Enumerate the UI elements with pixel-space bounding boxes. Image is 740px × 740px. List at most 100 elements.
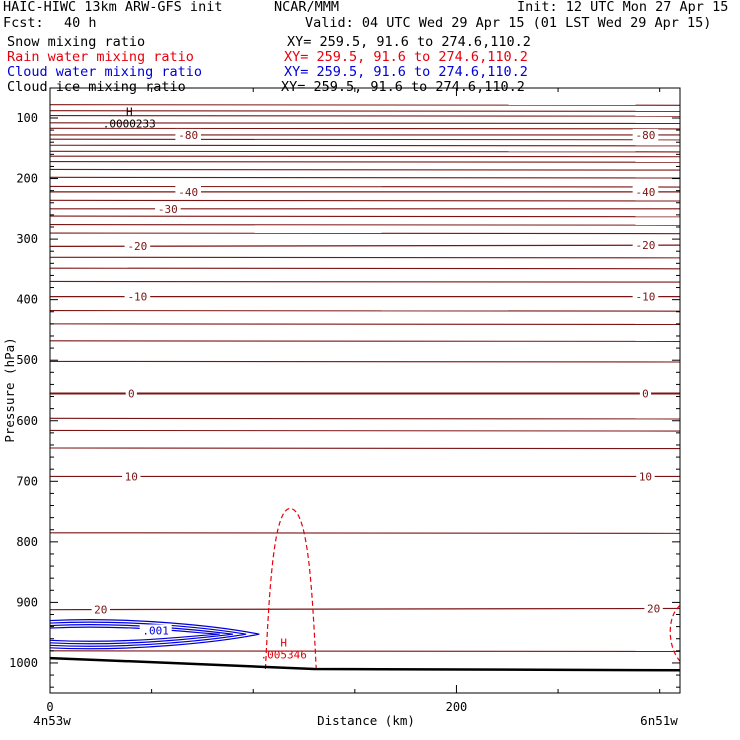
x-endpoint-right: 6n51w: [640, 713, 678, 728]
isotherm-label: -20: [127, 240, 147, 253]
legend-label-snow: Snow mixing ratio: [7, 34, 146, 50]
contour-label-bg: [175, 185, 201, 198]
y-tick-label: 500: [16, 353, 38, 367]
isotherm-line: [49, 127, 681, 130]
isotherm-line: [49, 144, 681, 147]
isotherm-label: 0: [128, 388, 135, 401]
isotherm-line: [49, 650, 681, 652]
temperature-isotherms: [49, 104, 681, 652]
model-title: HAIC-HIWC 13km ARW-GFS init: [3, 0, 223, 15]
isotherm-line: [49, 323, 681, 326]
contour-label-bg: [124, 290, 151, 303]
contour-label-bg: [175, 128, 201, 141]
terrain-surface: [49, 656, 681, 672]
isotherm-label: 10: [125, 470, 138, 483]
maximum-marker: H: [280, 637, 287, 650]
y-tick-label: 400: [16, 293, 38, 307]
isotherm-label: -10: [636, 291, 656, 304]
contour-label-bg: [91, 603, 111, 616]
isotherm-line: [49, 232, 681, 235]
isotherm-line: [49, 155, 681, 158]
x-endpoint-left: 4n53w: [33, 713, 71, 728]
isotherm-line: [49, 122, 681, 124]
y-tick-label: 1000: [9, 656, 38, 670]
isotherm-label: -20: [636, 239, 656, 252]
contour-label-bg: [122, 470, 141, 483]
terrain-line: [49, 656, 681, 672]
legend-xy-snow: XY= 259.5, 91.6 to 274.6,110.2: [287, 34, 531, 50]
contour-label-bg: [636, 470, 655, 483]
isotherm-line: [49, 150, 681, 153]
isotherm-line: [49, 138, 681, 141]
contour-label-bg: [632, 128, 659, 141]
isotherm-line: [49, 224, 681, 226]
contour-label-bg: [125, 387, 137, 400]
valid-time: Valid: 04 UTC Wed 29 Apr 15 (01 LST Wed …: [305, 15, 712, 31]
rain-contour-edge: [669, 604, 681, 662]
x-tick-label: 200: [446, 700, 468, 714]
cloud-water-label: .001: [142, 624, 169, 637]
y-tick-label: 600: [16, 414, 38, 428]
maximum-value: .0000233: [103, 118, 156, 131]
cloud-water-contour: [49, 626, 220, 642]
init-time: Init: 12 UTC Mon 27 Apr 15: [517, 0, 729, 15]
isotherm-line: [49, 280, 681, 283]
isotherm-label: -30: [158, 203, 178, 216]
contour-label-bg: [124, 240, 151, 253]
isotherm-line: [49, 115, 681, 117]
maximum-marker: H: [126, 106, 133, 119]
isotherm-label: -40: [178, 186, 198, 199]
isotherm-line: [49, 267, 681, 270]
cloud-water-contours: .001: [49, 619, 260, 650]
y-tick-label: 200: [16, 172, 38, 186]
isotherm-line: [49, 185, 681, 188]
y-tick-label: 100: [16, 111, 38, 125]
isotherm-line: [49, 199, 681, 202]
isotherm-line: [49, 607, 681, 611]
contour-label-bg: [632, 290, 659, 303]
legend-label-rain: Rain water mixing ratio: [7, 49, 194, 65]
contour-label-bg: [632, 239, 659, 252]
y-tick-label: 800: [16, 535, 38, 549]
isotherm-line: [49, 104, 681, 106]
isotherm-line: [49, 176, 681, 179]
maximum-value: .005346: [261, 649, 307, 662]
contour-label-bg: [639, 387, 652, 400]
forecast-label: Fcst:: [3, 15, 44, 31]
contour-label-bg: [632, 185, 659, 198]
y-tick-label: 300: [16, 232, 38, 246]
legend-label-cloud-ice: Cloud ice mixing ratio: [7, 79, 186, 95]
legend-label-cloud-water: Cloud water mixing ratio: [7, 64, 203, 80]
cloud-water-contour: [49, 621, 247, 647]
isotherm-label: -10: [127, 291, 147, 304]
legend-xy-rain: XY= 259.5, 91.6 to 274.6,110.2: [284, 49, 528, 65]
plot-frame: [49, 87, 681, 694]
y-tick-label: 900: [16, 595, 38, 609]
isotherm-line: [49, 447, 681, 450]
isotherm-label: 0: [642, 388, 649, 401]
y-axis-title: Pressure (hPa): [2, 337, 17, 442]
isotherm-label: -80: [178, 129, 198, 142]
contour-label-bg: [644, 602, 663, 615]
isotherm-label: 20: [647, 603, 660, 616]
isotherm-line: [49, 256, 681, 259]
isotherm-line: [49, 215, 681, 218]
isotherm-label: 20: [94, 604, 107, 617]
isotherm-line: [49, 309, 681, 312]
isotherm-line: [49, 168, 681, 171]
isotherm-line: [49, 417, 681, 420]
isotherm-label: 10: [639, 470, 652, 483]
isotherm-label: -40: [636, 186, 656, 199]
isotherm-line: [49, 161, 681, 163]
legend-xy-cloud-ice: XY= 259.5, 91.6 to 274.6,110.2: [281, 79, 525, 95]
isotherm-line: [49, 532, 681, 534]
isotherm-line: [49, 429, 681, 432]
x-tick-label: 0: [46, 700, 53, 714]
isotherm-line: [49, 360, 681, 363]
org-label: NCAR/MMM: [274, 0, 340, 15]
legend-xy-cloud-water: XY= 259.5, 91.6 to 274.6,110.2: [284, 64, 528, 80]
x-axis-title: Distance (km): [317, 713, 415, 728]
